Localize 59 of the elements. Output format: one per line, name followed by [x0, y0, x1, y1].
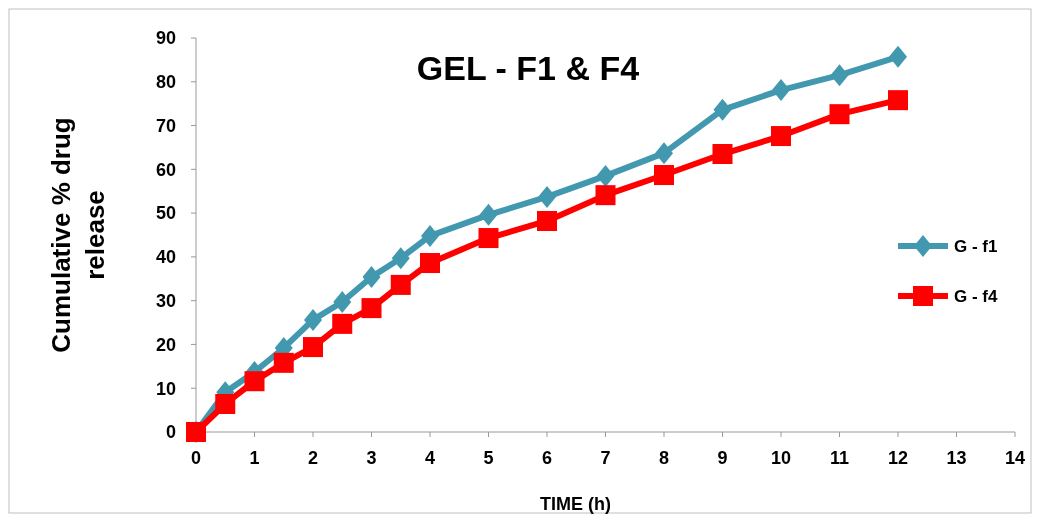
chart-title: GEL - F1 & F4 — [416, 49, 640, 87]
point — [361, 298, 382, 319]
point — [713, 98, 732, 121]
point — [889, 45, 907, 68]
x-tick-label: 5 — [483, 448, 494, 468]
x-tick-label: 0 — [190, 448, 202, 468]
point — [830, 64, 849, 87]
point — [479, 203, 498, 226]
point — [333, 290, 352, 313]
point — [655, 142, 673, 165]
legend-label: G - f4 — [954, 286, 998, 306]
x-tick-label: 8 — [658, 448, 670, 468]
point — [304, 308, 322, 331]
legend-label: G - f1 — [954, 236, 998, 256]
y-tick-label: 70 — [155, 115, 176, 136]
point — [654, 165, 674, 186]
y-tick-label: 60 — [155, 159, 176, 180]
x-tick-label: 12 — [887, 448, 909, 468]
y-tick-label: 20 — [155, 334, 176, 355]
x-tick-label: 1 — [249, 448, 260, 468]
y-tick-label: 0 — [165, 422, 176, 443]
point — [829, 104, 850, 125]
point — [421, 224, 439, 247]
y-tick-label: 30 — [155, 290, 176, 311]
point — [771, 126, 791, 147]
point — [332, 313, 353, 334]
y-tick-label: 90 — [155, 28, 176, 49]
point — [772, 79, 790, 102]
point — [303, 337, 323, 358]
x-tick-label: 6 — [541, 448, 553, 468]
x-tick-label: 3 — [366, 448, 377, 468]
x-tick-label: 11 — [829, 448, 850, 468]
x-tick-label: 9 — [717, 448, 728, 468]
point — [596, 164, 615, 187]
point — [888, 90, 908, 111]
point — [244, 371, 265, 392]
point — [362, 266, 381, 289]
point — [537, 210, 557, 231]
x-axis-title: TIME (h) — [540, 494, 611, 514]
x-tick-label: 14 — [1004, 448, 1026, 468]
y-tick-label: 40 — [155, 247, 176, 268]
point — [390, 274, 411, 295]
x-tick-label: 7 — [600, 448, 611, 468]
point — [712, 144, 733, 165]
x-tick-label: 4 — [424, 448, 436, 468]
point — [420, 253, 440, 274]
point — [478, 228, 499, 249]
x-tick-label: 13 — [946, 448, 967, 468]
y-tick-label: 10 — [155, 378, 176, 399]
point — [273, 352, 294, 373]
point — [538, 185, 556, 208]
point — [391, 247, 410, 270]
x-tick-label: 10 — [770, 448, 792, 468]
point — [215, 393, 236, 414]
x-tick-label: 2 — [307, 448, 319, 468]
point — [595, 185, 616, 206]
y-tick-label: 80 — [155, 72, 176, 93]
y-tick-label: 50 — [155, 203, 176, 224]
y-axis-title: Cumulative % drug release — [46, 117, 110, 353]
